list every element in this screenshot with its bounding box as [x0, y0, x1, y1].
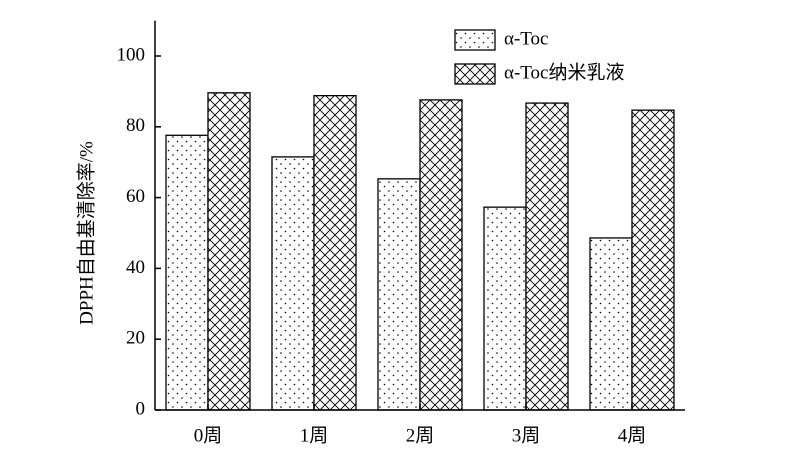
y-axis-label: DPPH自由基清除率/% [75, 141, 97, 325]
x-tick-label: 0周 [194, 425, 223, 446]
y-tick-label: 100 [117, 44, 146, 65]
y-tick-label: 80 [126, 115, 145, 136]
legend-label: α-Toc [504, 28, 549, 49]
y-tick-label: 20 [126, 328, 145, 349]
x-tick-label: 1周 [300, 425, 329, 446]
bar [483, 206, 527, 411]
legend-label: α-Toc纳米乳液 [504, 61, 625, 83]
bar [631, 109, 675, 411]
x-tick-label: 3周 [512, 425, 541, 446]
bar [377, 178, 421, 411]
x-tick-label: 2周 [406, 425, 435, 446]
y-tick-label: 40 [126, 257, 145, 278]
legend-swatch [454, 63, 496, 85]
bar [589, 237, 633, 411]
bar [313, 94, 357, 411]
legend-swatch [454, 29, 496, 51]
bar [271, 156, 315, 411]
bar [419, 99, 463, 411]
x-tick-label: 4周 [618, 425, 647, 446]
y-tick-label: 0 [136, 398, 146, 419]
bar [207, 92, 251, 411]
bar [165, 134, 209, 411]
bar [525, 102, 569, 411]
y-tick-label: 60 [126, 186, 145, 207]
